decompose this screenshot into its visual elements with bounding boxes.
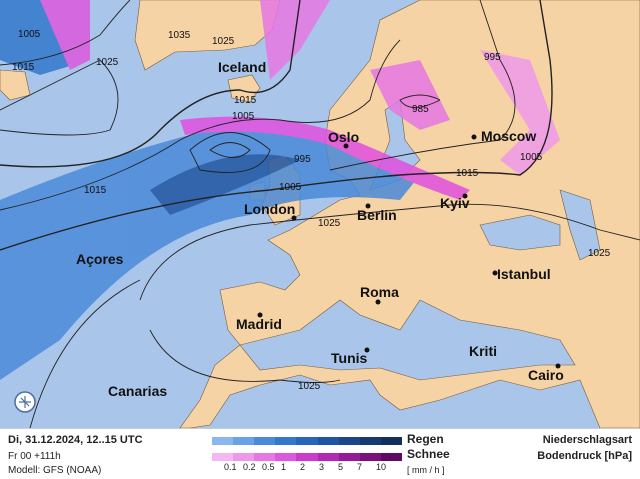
rain-swatch [296, 437, 318, 445]
label-tunis: Tunis [331, 350, 368, 366]
label-berlin: Berlin [357, 207, 397, 223]
label-kyiv: Kyiv [440, 195, 470, 211]
city-dots [257, 134, 561, 369]
label-cairo: Cairo [528, 367, 564, 383]
scale-tick: 0.5 [262, 462, 275, 472]
label-oslo: Oslo [328, 129, 359, 145]
rain-swatch [233, 437, 255, 445]
legend-panel: Di, 31.12.2024, 12..15 UTC Fr 00 +111h M… [0, 428, 640, 479]
model-info: Modell: GFS (NOAA) [8, 465, 102, 476]
isobar-label: 1005 [279, 182, 302, 193]
snow-swatch [359, 453, 381, 461]
isobar-label: 1005 [520, 152, 543, 163]
caspian-sea [559, 189, 601, 261]
snow-color-scale [212, 453, 402, 461]
isobar-label: 1025 [96, 57, 119, 68]
rain-swatch [254, 437, 276, 445]
scale-tick: 0.1 [224, 462, 237, 472]
rain-swatch [380, 437, 402, 445]
isobar-label: 995 [294, 154, 311, 165]
isobar-label: 995 [484, 52, 501, 63]
weather-map: 1005 1015 1035 1025 1025 1015 1005 995 1… [0, 0, 640, 428]
snow-swatch [296, 453, 318, 461]
unit-label: [ mm / h ] [407, 465, 445, 475]
isobar-labels: 1005 1015 1035 1025 1025 1015 1005 995 1… [12, 29, 611, 392]
snow-swatch [254, 453, 276, 461]
rain-swatch [275, 437, 297, 445]
mediterranean [239, 299, 576, 381]
snow-swatch [317, 453, 339, 461]
isobar-label: 1025 [298, 381, 321, 392]
scale-tick: 3 [319, 462, 325, 472]
legend-title-pressure: Bodendruck [hPa] [537, 450, 632, 462]
isobar-label: 1005 [232, 111, 255, 122]
isobar-label: 1015 [234, 95, 257, 106]
label-london: London [244, 201, 295, 217]
rain-swatch [212, 437, 234, 445]
snow-label: Schnee [407, 447, 450, 461]
label-iceland: Iceland [218, 59, 266, 75]
labrador [0, 69, 31, 101]
isobar-label: 1025 [318, 218, 341, 229]
label-kriti: Kriti [469, 343, 497, 359]
isobar-label: 985 [412, 104, 429, 115]
scale-tick: 10 [376, 462, 387, 472]
scale-tick: 2 [300, 462, 306, 472]
iceland [227, 74, 261, 103]
label-madrid: Madrid [236, 316, 282, 332]
scale-tick: 7 [357, 462, 363, 472]
snow-swatch [233, 453, 255, 461]
black-sea [479, 214, 561, 251]
legend-title-type: Niederschlagsart [542, 434, 632, 446]
label-istanbul: Istanbul [497, 266, 551, 282]
snow-swatch [275, 453, 297, 461]
isobar-label: 1015 [84, 185, 107, 196]
rain-color-scale [212, 437, 402, 445]
rain-swatch [359, 437, 381, 445]
scale-tick: 5 [338, 462, 344, 472]
scale-tick: 1 [281, 462, 287, 472]
label-moscow: Moscow [481, 128, 536, 144]
isobar-label: 1015 [456, 168, 479, 179]
snow-swatch [338, 453, 360, 461]
isobar-label: 1025 [588, 248, 611, 259]
rain-swatch [338, 437, 360, 445]
datetime: Di, 31.12.2024, 12..15 UTC [8, 434, 143, 446]
label-roma: Roma [360, 284, 399, 300]
rain-swatch [317, 437, 339, 445]
label-acores: Açores [76, 251, 124, 267]
rain-label: Regen [407, 432, 444, 446]
isobars [0, 0, 640, 428]
run-info: Fr 00 +111h [8, 451, 61, 462]
label-canarias: Canarias [108, 383, 167, 399]
precipitation [0, 0, 560, 380]
inland-seas [239, 99, 601, 381]
isobar-label: 1015 [12, 62, 35, 73]
isobar-label: 1035 [168, 30, 191, 41]
logo-icon [14, 391, 36, 413]
snow-swatch [380, 453, 402, 461]
isobar-label: 1005 [18, 29, 41, 40]
snow-swatch [212, 453, 234, 461]
scale-tick: 0.2 [243, 462, 256, 472]
city-labels: Iceland Oslo Moscow London Berlin Kyiv A… [76, 59, 564, 399]
isobar-label: 1025 [212, 36, 235, 47]
